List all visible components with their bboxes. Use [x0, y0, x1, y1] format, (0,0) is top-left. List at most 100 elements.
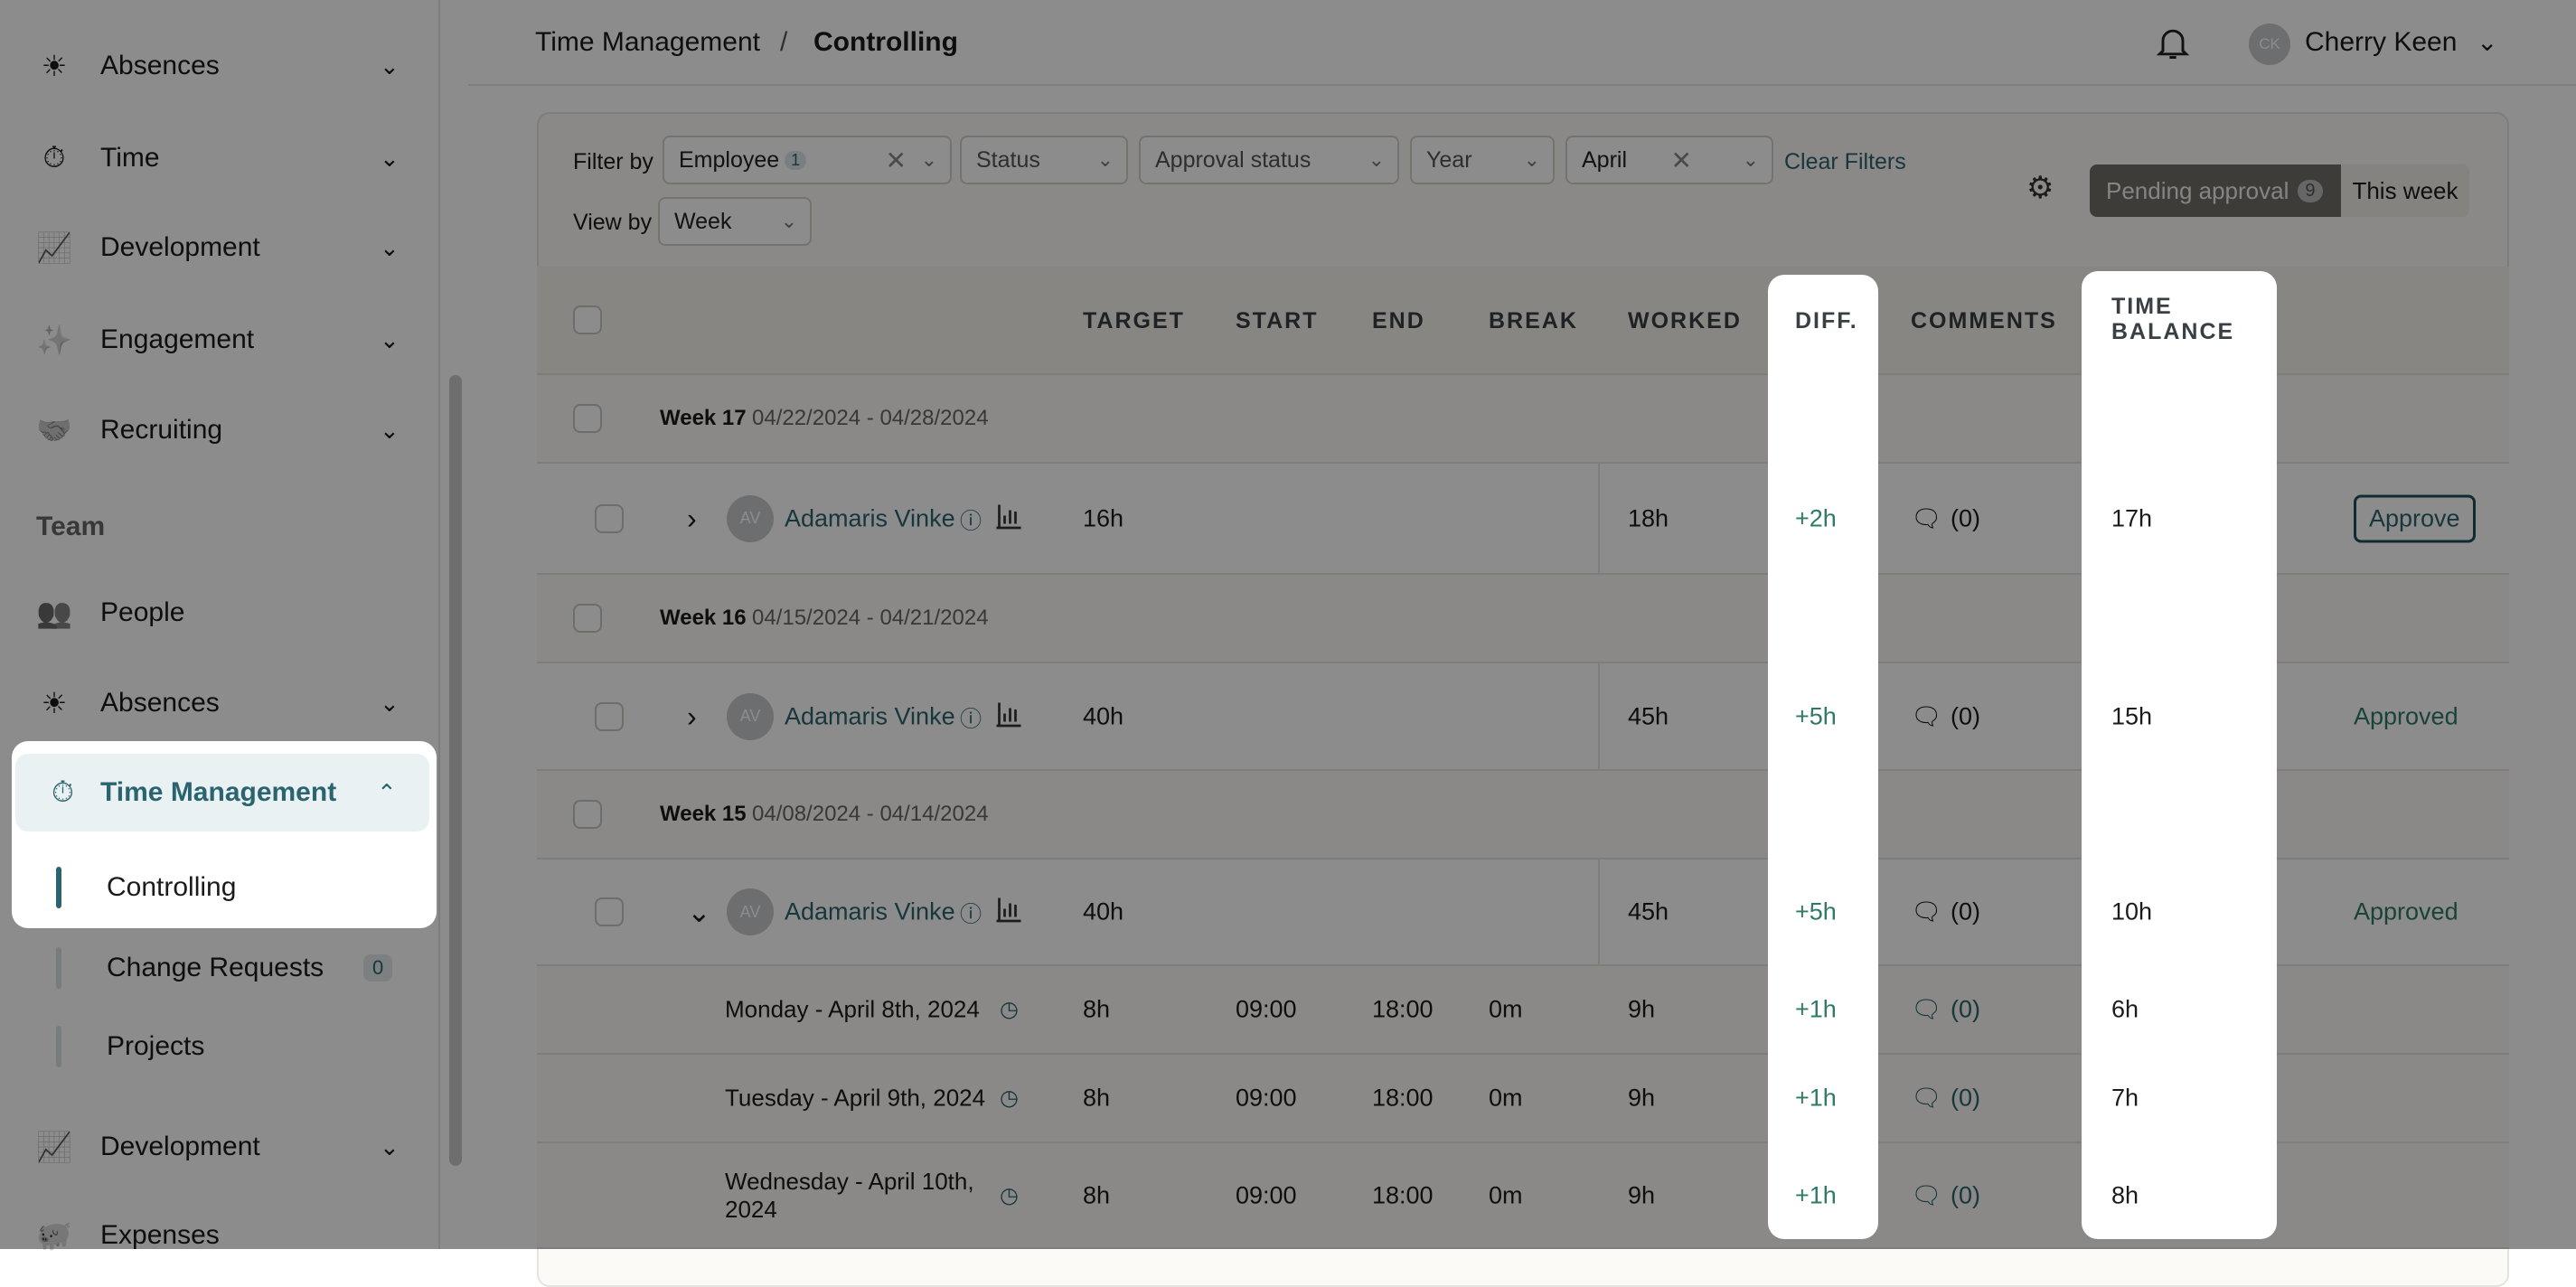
target-value: 8h — [1083, 1181, 1111, 1208]
status-filter[interactable]: Status ⌄ — [960, 136, 1128, 184]
sidebar-scrollbar[interactable] — [449, 375, 462, 1166]
info-icon[interactable]: ⓘ — [960, 509, 982, 533]
breadcrumb-time-management[interactable]: Time Management — [535, 27, 760, 57]
day-label: Monday - April 8th, 2024 — [725, 995, 980, 1023]
approval-status-filter[interactable]: Approval status ⌄ — [1139, 136, 1399, 184]
comment-icon[interactable]: 🗨 — [1911, 1181, 1942, 1209]
sidebar-item-label: Time Management — [100, 777, 337, 807]
chevron-down-icon: ⌄ — [780, 210, 797, 232]
sidebar-subitem-label: Controlling — [107, 872, 237, 902]
chevron-down-icon: ⌄ — [1096, 148, 1114, 171]
sidebar-item[interactable]: 🐖 Expenses — [0, 1199, 440, 1272]
clear-icon[interactable]: ✕ — [885, 146, 907, 174]
comment-icon[interactable]: 🗨 — [1911, 702, 1942, 730]
clock-icon[interactable]: ◷ — [1000, 1183, 1019, 1207]
sidebar-item-label: Engagement — [100, 324, 255, 354]
clock-icon[interactable]: ◷ — [1000, 1085, 1019, 1111]
col-break[interactable]: BREAK — [1489, 308, 1578, 333]
sidebar-subitem-controlling[interactable]: Controlling — [0, 856, 440, 919]
select-all-checkbox[interactable] — [573, 305, 602, 334]
chart-bar-icon[interactable] — [992, 499, 1025, 538]
week-checkbox[interactable] — [573, 404, 602, 433]
comment-icon[interactable]: 🗨 — [1911, 1085, 1942, 1112]
employee-filter-label: Employee — [679, 146, 780, 173]
sidebar-item[interactable]: 👥 People — [0, 577, 440, 649]
employee-name-link[interactable]: Adamaris Vinke — [785, 702, 955, 729]
avatar: AV — [727, 888, 774, 935]
comments-count[interactable]: (0) — [1951, 1084, 1980, 1112]
sidebar-item-label: Absences — [100, 688, 220, 718]
sidebar-item[interactable]: 📈 Development ⌄ — [0, 1111, 440, 1183]
sidebar-item[interactable]: 🤝 Recruiting ⌄ — [0, 394, 440, 466]
sidebar-subitem[interactable]: Projects — [0, 1015, 440, 1078]
this-week-tab[interactable]: This week — [2341, 164, 2469, 217]
row-checkbox[interactable] — [595, 701, 624, 731]
sidebar-item-time-management[interactable]: ⏱ Time Management ⌃ — [15, 754, 429, 831]
sidebar-subitem-label: Change Requests — [107, 953, 324, 982]
col-diff[interactable]: DIFF. — [1795, 308, 1858, 333]
comment-icon[interactable]: 🗨 — [1911, 504, 1942, 532]
comments-count[interactable]: (0) — [1951, 897, 1980, 925]
info-icon[interactable]: ⓘ — [960, 707, 982, 731]
sidebar-item[interactable]: 📈 Development ⌄ — [0, 211, 440, 284]
start-value: 09:00 — [1236, 995, 1297, 1023]
info-icon[interactable]: ⓘ — [960, 902, 982, 927]
week-range: 04/22/2024 - 04/28/2024 — [752, 406, 989, 430]
employee-filter[interactable]: Employee 1 ✕ ⌄ — [663, 136, 952, 184]
start-value: 09:00 — [1236, 1181, 1297, 1208]
row-checkbox[interactable] — [595, 503, 624, 533]
diff-column-spotlight — [1768, 275, 1878, 1239]
chevron-right-icon[interactable]: › — [687, 700, 697, 732]
comments-count[interactable]: (0) — [1951, 702, 1980, 729]
sidebar-subitem[interactable]: Change Requests 0 — [0, 936, 440, 1000]
approve-button[interactable]: Approve — [2354, 494, 2476, 542]
employee-name-link[interactable]: Adamaris Vinke — [785, 504, 955, 531]
comment-icon[interactable]: 🗨 — [1911, 898, 1942, 925]
comments-count[interactable]: (0) — [1951, 995, 1980, 1023]
gear-icon[interactable]: ⚙ — [2026, 171, 2054, 205]
sidebar-item[interactable]: ☀ Absences ⌄ — [0, 30, 440, 102]
diff-value: +2h — [1795, 504, 1837, 531]
week-checkbox[interactable] — [573, 800, 602, 829]
comment-icon[interactable]: 🗨 — [1911, 996, 1942, 1023]
sidebar-item[interactable]: ✨ Engagement ⌄ — [0, 304, 440, 376]
bell-icon[interactable] — [2153, 22, 2193, 63]
chevron-down-icon[interactable]: ⌄ — [2477, 28, 2498, 56]
sidebar-item[interactable]: ☀ Absences ⌄ — [0, 667, 440, 739]
start-value: 09:00 — [1236, 1084, 1297, 1112]
sidebar-section-team: Team — [36, 512, 106, 541]
col-worked[interactable]: WORKED — [1628, 308, 1742, 333]
worked-value: 9h — [1628, 1084, 1656, 1112]
col-comments[interactable]: COMMENTS — [1911, 308, 2057, 333]
week-range: 04/08/2024 - 04/14/2024 — [752, 802, 989, 826]
year-filter[interactable]: Year ⌄ — [1410, 136, 1555, 184]
chevron-right-icon[interactable]: › — [687, 502, 697, 534]
clear-filters-link[interactable]: Clear Filters — [1784, 149, 1906, 174]
chart-bar-icon[interactable] — [992, 697, 1025, 736]
comments-count[interactable]: (0) — [1951, 504, 1980, 531]
chart-bar-icon[interactable] — [992, 893, 1025, 932]
sidebar-item-label: Expenses — [100, 1220, 220, 1250]
month-filter[interactable]: April ✕ ⌄ — [1565, 136, 1773, 184]
view-by-select[interactable]: Week ⌄ — [658, 197, 812, 246]
week-checkbox[interactable] — [573, 604, 602, 633]
piggy-bank-icon: 🐖 — [36, 1219, 72, 1252]
col-end[interactable]: END — [1372, 308, 1425, 333]
comments-count[interactable]: (0) — [1951, 1181, 1980, 1208]
target-value: 40h — [1083, 897, 1124, 925]
chevron-down-icon[interactable]: ⌄ — [687, 896, 711, 928]
user-name[interactable]: Cherry Keen — [2305, 27, 2458, 57]
user-avatar[interactable]: CK — [2249, 23, 2290, 65]
clock-icon[interactable]: ◷ — [1000, 997, 1019, 1022]
year-filter-label: Year — [1426, 146, 1472, 173]
col-time-balance-line1[interactable]: TIME — [2111, 294, 2173, 319]
sidebar-item[interactable]: ⏱ Time ⌄ — [0, 122, 440, 194]
col-time-balance-line2[interactable]: BALANCE — [2111, 319, 2235, 344]
chevron-down-icon: ⌄ — [380, 52, 400, 80]
employee-name-link[interactable]: Adamaris Vinke — [785, 897, 955, 925]
row-checkbox[interactable] — [595, 897, 624, 926]
col-start[interactable]: START — [1236, 308, 1319, 333]
clear-icon[interactable]: ✕ — [1670, 146, 1692, 174]
pending-approval-tab[interactable]: Pending approval 9 — [2090, 164, 2341, 217]
col-target[interactable]: TARGET — [1083, 308, 1185, 333]
